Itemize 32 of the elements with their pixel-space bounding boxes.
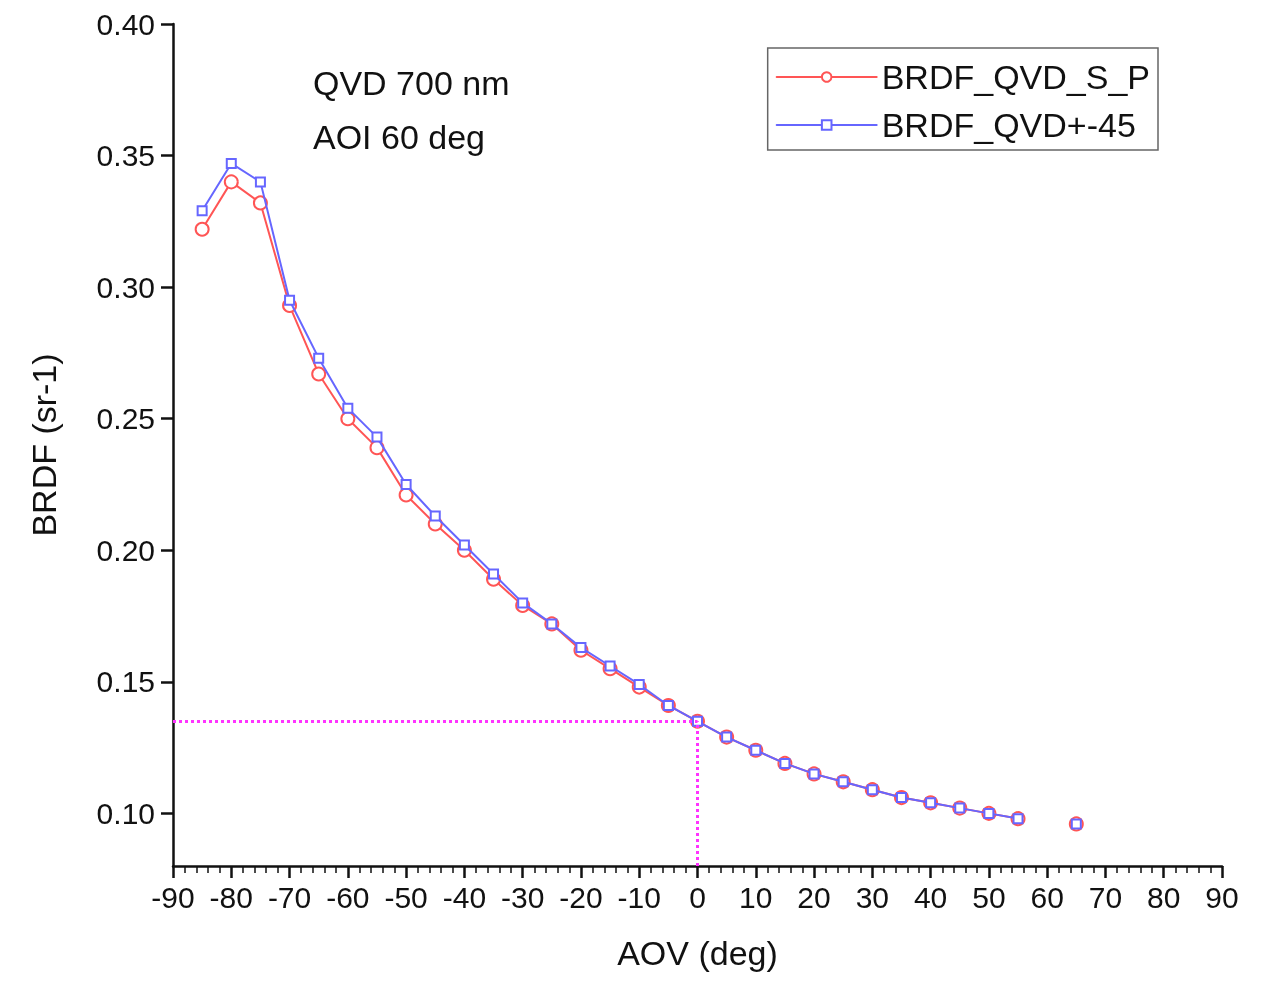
y-tick-label: 0.40 <box>96 7 155 41</box>
x-tick-label: -20 <box>559 880 603 914</box>
x-tick-label: -30 <box>500 880 545 914</box>
x-tick-label: 20 <box>797 880 831 914</box>
x-tick-label: -80 <box>209 880 253 914</box>
y-tick-label: 0.25 <box>96 402 155 436</box>
x-tick-label: 70 <box>1088 880 1123 914</box>
x-tick-label: 50 <box>972 880 1006 914</box>
x-axis-title: AOV (deg) <box>617 934 778 972</box>
y-tick-label: 0.10 <box>96 796 155 830</box>
x-tick-label: 60 <box>1030 880 1064 914</box>
x-tick-label: 80 <box>1147 880 1181 914</box>
legend-label: BRDF_QVD_S_P <box>881 58 1151 96</box>
x-tick-label: 30 <box>855 880 890 914</box>
x-tick-label: 90 <box>1205 880 1239 914</box>
x-tick-label: -70 <box>267 880 312 914</box>
y-tick-label: 0.35 <box>96 139 155 173</box>
x-tick-label: -50 <box>384 880 428 914</box>
annotation: AOI 60 deg <box>313 118 486 156</box>
annotation: QVD 700 nm <box>313 64 510 102</box>
y-axis-title: BRDF (sr-1) <box>25 353 63 537</box>
x-tick-label: 40 <box>913 880 948 914</box>
x-tick-label: -60 <box>326 880 370 914</box>
x-tick-label: -10 <box>617 880 661 914</box>
x-tick-label: -90 <box>151 880 195 914</box>
legend-label: BRDF_QVD+-45 <box>881 106 1136 144</box>
y-tick-label: 0.15 <box>96 665 155 699</box>
x-tick-label: -40 <box>442 880 487 914</box>
x-tick-label: 0 <box>689 880 706 914</box>
x-tick-label: 10 <box>739 880 773 914</box>
y-tick-label: 0.30 <box>96 270 155 304</box>
y-tick-label: 0.20 <box>96 533 155 567</box>
